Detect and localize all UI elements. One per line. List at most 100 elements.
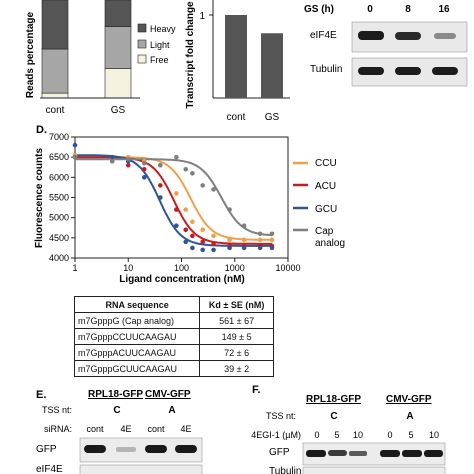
point-ccu [257, 237, 263, 243]
panel-e-gfp-band-3 [145, 445, 167, 453]
legend-free: Free [150, 55, 169, 65]
panel-f-gfp-band-6 [424, 450, 443, 457]
legend-light: Light [150, 40, 170, 50]
legend-cap: Cap [315, 226, 334, 237]
panel-e-sirna-2: cont [147, 424, 165, 434]
y-tick-label-6000: 6000 [49, 172, 69, 182]
legend-swatch-free [137, 54, 147, 64]
y-tick-label-4500: 4500 [49, 233, 69, 243]
wb-top-tp-8: 8 [405, 4, 411, 15]
wb-top-tp-16: 16 [438, 4, 450, 15]
point-ccu [227, 237, 232, 243]
point-gcu [72, 142, 78, 148]
point-ccu [200, 227, 205, 233]
kd-seq: m7GpppCCUUCAAGAU [73, 328, 201, 345]
kd-value: 149 ± 5 [199, 328, 274, 345]
curve-cap-analog [75, 158, 273, 237]
point-acu [211, 241, 216, 247]
kd-seq: m7GpppACUUCAAGAU [73, 344, 201, 361]
legend-analog: analog [315, 238, 345, 249]
wb-top-eif4e-band-0 [358, 31, 384, 40]
kd-table: RNA sequence Kd ± SE (nM) m7GpppG (Cap a… [73, 296, 274, 377]
panel-e-row-eif4e: eIF4E [36, 464, 63, 474]
table-row: m7GpppG (Cap analog) 561 ± 67 [73, 312, 274, 329]
point-ccu [183, 207, 189, 212]
panel-f-dose-label: 4EGI-1 (µM) [251, 430, 301, 440]
panel-f-tss-c: C [330, 411, 337, 422]
wb-top-row-tubulin: Tubulin [310, 64, 342, 75]
panel-f-gfp-band-4 [380, 450, 400, 457]
legend-heavy: Heavy [150, 24, 176, 34]
panel-f-construct-cmv: CMV-GFP [386, 394, 432, 405]
panel-f-dose-3: 0 [387, 430, 392, 440]
panel-e-sirna-1: 4E [120, 424, 131, 434]
wb-top-tubulin-band-0 [358, 67, 384, 75]
panel-e-gfp-band-1 [84, 445, 106, 453]
panel-f-tss-a: A [406, 411, 413, 422]
panel-f-construct-rpl18: RPL18-GFP [306, 394, 361, 405]
x-tick-label-100: 100 [174, 263, 189, 273]
point-cap-analog [269, 231, 275, 237]
point-ccu [269, 237, 275, 243]
kd-value: 39 ± 2 [199, 360, 274, 377]
panel-b-ylabel: Reads percentage [25, 11, 36, 98]
point-cap-analog [190, 171, 195, 176]
panel-b-xtick-cont: cont [46, 105, 65, 116]
panel-f-dose-1: 5 [334, 430, 339, 440]
panel-d-letter: D. [36, 124, 47, 136]
panel-d-ylabel: Fluorescence counts [34, 148, 45, 248]
kd-value: 72 ± 6 [199, 344, 274, 361]
point-gcu [257, 245, 263, 251]
kd-seq: m7GpppG (Cap analog) [73, 312, 201, 329]
bar-free-gs [104, 68, 132, 99]
point-cap-analog [158, 162, 163, 168]
point-gcu [241, 245, 247, 251]
panel-b-xtick-gs: GS [111, 105, 126, 116]
point-acu [158, 183, 163, 188]
point-cap-analog [200, 183, 205, 188]
y-tick-label-7000: 7000 [49, 132, 69, 142]
point-cap-analog [241, 223, 247, 229]
point-acu [174, 207, 179, 212]
legend-gcu: GCU [315, 204, 337, 215]
y-tick-label-6500: 6500 [49, 152, 69, 162]
bar-heavy-gs [104, 0, 132, 27]
panel-e-sirna-0: cont [86, 424, 104, 434]
point-gcu [269, 245, 275, 251]
point-cap-analog [227, 207, 232, 212]
x-tick-label-1: 1 [72, 263, 77, 273]
panel-e-row-gfp: GFP [36, 444, 57, 455]
kd-table-header: RNA sequence Kd ± SE (nM) [73, 296, 274, 313]
panel-f-gfp-band-2 [328, 450, 347, 456]
bar-free-cont [41, 92, 69, 99]
panel-f-gfp-band-3 [349, 451, 367, 456]
point-cap-analog [183, 166, 189, 172]
point-acu [190, 233, 195, 239]
panel-e-construct-cmv: CMV-GFP [145, 389, 191, 400]
table-row: m7GpppGCUUCAAGAU 39 ± 2 [73, 360, 274, 377]
point-gcu [190, 245, 195, 251]
point-cap-analog [174, 154, 179, 160]
panel-c-ylabel: Transcript fold change [185, 1, 196, 109]
point-cap-analog [257, 231, 263, 237]
panel-f-letter: F. [252, 384, 261, 396]
panel-f-tss-label: TSS nt: [266, 411, 296, 421]
panel-e-eif4e-strip [79, 464, 203, 474]
panel-e-letter: E. [36, 389, 46, 401]
point-gcu [158, 195, 163, 200]
wb-top-row-eif4e: eIF4E [310, 30, 337, 41]
panel-e-tss-label: TSS nt: [42, 405, 72, 415]
point-gcu [109, 154, 115, 160]
point-gcu [227, 245, 232, 251]
point-cap-analog [125, 156, 131, 162]
point-ccu [211, 233, 216, 239]
point-acu [200, 239, 205, 245]
table-row: m7GpppACUUCAAGAU 72 ± 6 [73, 344, 274, 361]
panel-c-xtick-gs: GS [265, 112, 280, 123]
bar-light-cont [41, 48, 69, 94]
y-tick-label-5000: 5000 [49, 213, 69, 223]
legend-swatch-light [137, 39, 147, 49]
point-ccu [241, 237, 247, 243]
y-tick-label-4000: 4000 [49, 253, 69, 263]
